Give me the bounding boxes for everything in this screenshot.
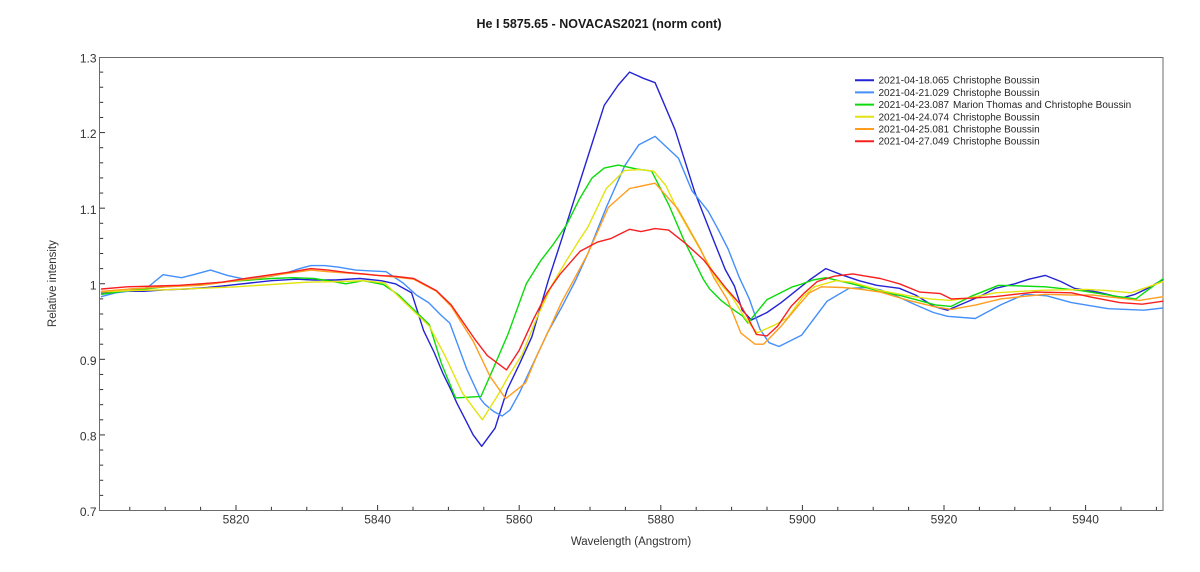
svg-text:5840: 5840 xyxy=(364,512,391,526)
svg-text:5900: 5900 xyxy=(789,512,816,526)
svg-text:1.1: 1.1 xyxy=(80,203,97,217)
svg-text:5940: 5940 xyxy=(1072,512,1099,526)
svg-text:Relative intensity: Relative intensity xyxy=(47,240,59,327)
svg-text:5860: 5860 xyxy=(506,512,533,526)
svg-text:5820: 5820 xyxy=(223,512,250,526)
svg-text:Wavelength (Angstrom): Wavelength (Angstrom) xyxy=(571,536,692,548)
svg-text:5920: 5920 xyxy=(931,512,958,526)
svg-text:1: 1 xyxy=(90,278,97,292)
svg-text:1.2: 1.2 xyxy=(80,127,97,141)
svg-text:1.3: 1.3 xyxy=(80,52,97,66)
svg-text:0.8: 0.8 xyxy=(80,430,97,444)
svg-text:0.9: 0.9 xyxy=(80,354,97,368)
svg-text:He I 5875.65 - NOVACAS2021 (no: He I 5875.65 - NOVACAS2021 (norm cont) xyxy=(477,17,722,31)
svg-text:0.7: 0.7 xyxy=(80,505,97,519)
svg-text:5880: 5880 xyxy=(647,512,674,526)
